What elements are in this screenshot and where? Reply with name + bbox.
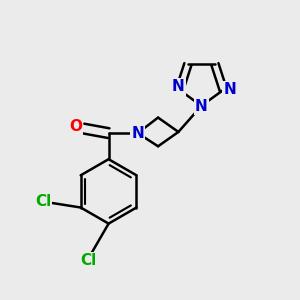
Text: N: N	[224, 82, 236, 98]
Text: N: N	[172, 80, 184, 94]
Text: N: N	[195, 99, 208, 114]
Text: N: N	[131, 126, 144, 141]
Text: Cl: Cl	[80, 253, 97, 268]
Text: Cl: Cl	[35, 194, 51, 209]
Text: O: O	[69, 118, 82, 134]
